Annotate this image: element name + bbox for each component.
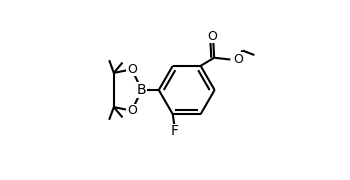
Text: B: B bbox=[137, 83, 147, 97]
Text: O: O bbox=[127, 104, 137, 117]
Text: O: O bbox=[207, 30, 217, 43]
Text: O: O bbox=[127, 63, 137, 76]
Text: F: F bbox=[170, 124, 178, 138]
Text: O: O bbox=[233, 53, 244, 66]
